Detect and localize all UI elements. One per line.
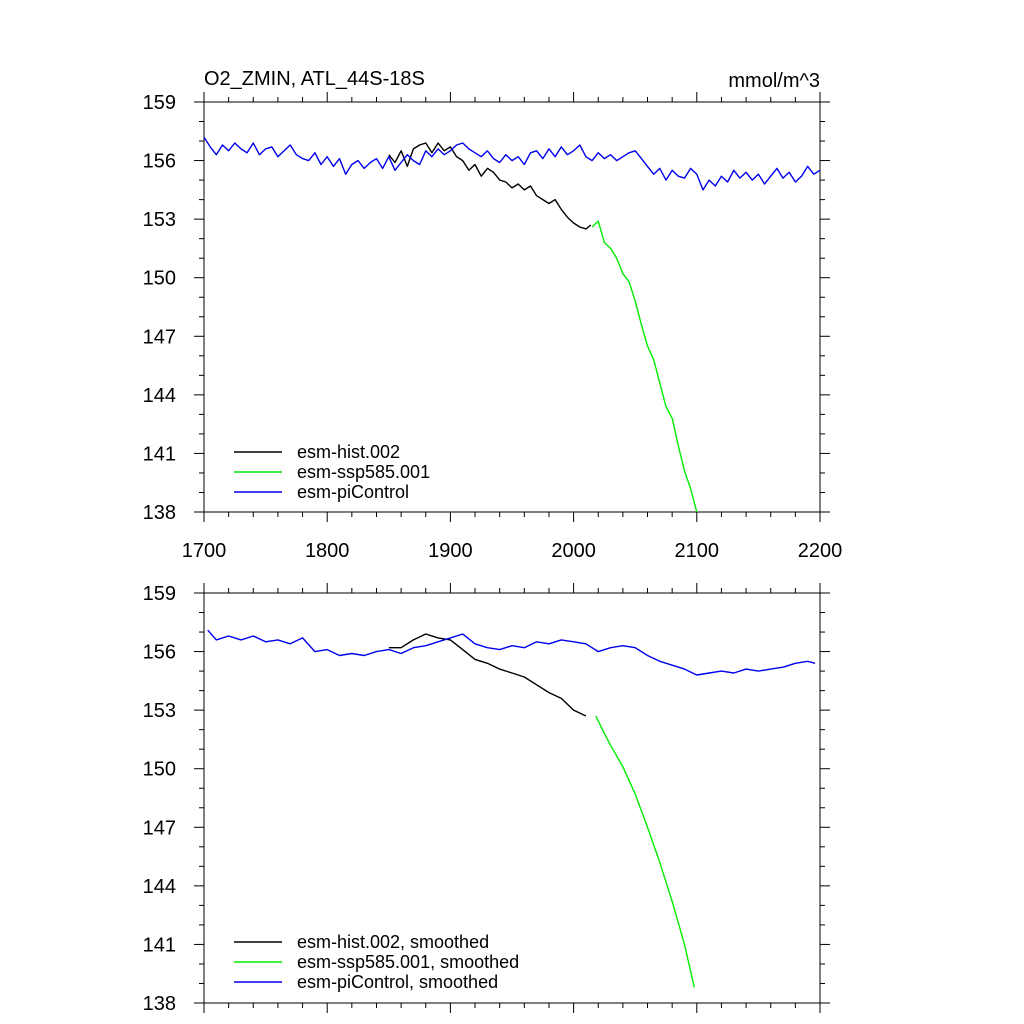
x-tick-label: 2200 <box>798 540 843 562</box>
x-tick-label: 2100 <box>675 540 720 562</box>
x-tick-label: 1700 <box>182 540 227 562</box>
y-tick-label: 144 <box>143 876 176 898</box>
y-tick-label: 159 <box>143 583 176 605</box>
y-tick-label: 147 <box>143 326 176 348</box>
y-tick-label: 153 <box>143 700 176 722</box>
series-line-2 <box>203 136 821 191</box>
y-tick-label: 150 <box>143 759 176 781</box>
y-tick-label: 150 <box>143 268 176 290</box>
x-tick-label: 1900 <box>428 540 473 562</box>
y-tick-label: 153 <box>143 209 176 231</box>
units-label: mmol/m^3 <box>728 70 820 92</box>
y-tick-label: 138 <box>143 502 176 524</box>
y-tick-label: 141 <box>143 934 176 956</box>
y-tick-label: 147 <box>143 817 176 839</box>
series-line-2 <box>207 629 816 676</box>
x-tick-label: 2000 <box>551 540 596 562</box>
plot-frame <box>203 592 821 1004</box>
y-tick-label: 144 <box>143 385 176 407</box>
y-tick-label: 156 <box>143 151 176 173</box>
top-panel: 138 141 144 147 150 153 156 159 1700 1800 1900 2000… <box>143 92 843 562</box>
legend-label: esm-piControl, smoothed <box>297 972 498 992</box>
series-line-1 <box>595 715 695 988</box>
y-tick-label: 138 <box>143 993 176 1015</box>
x-tick-label: 1800 <box>305 540 350 562</box>
legend-label: esm-hist.002, smoothed <box>297 932 489 952</box>
chart-title: O2_ZMIN, ATL_44S-18S <box>204 68 425 90</box>
y-tick-label: 156 <box>143 642 176 664</box>
legend-label: esm-piControl <box>297 482 409 502</box>
plot-frame <box>203 101 821 513</box>
legend-label: esm-hist.002 <box>297 442 400 462</box>
y-tick-label: 141 <box>143 443 176 465</box>
legend-label: esm-ssp585.001, smoothed <box>297 952 519 972</box>
bottom-panel: 138 141 144 147 150 153 156 159 esm-hist.002, sm… <box>143 583 830 1015</box>
series-line-0 <box>388 633 587 717</box>
y-tick-label: 159 <box>143 92 176 114</box>
series-line-0 <box>388 142 592 230</box>
series-line-1 <box>591 220 698 513</box>
legend-label: esm-ssp585.001 <box>297 462 430 482</box>
